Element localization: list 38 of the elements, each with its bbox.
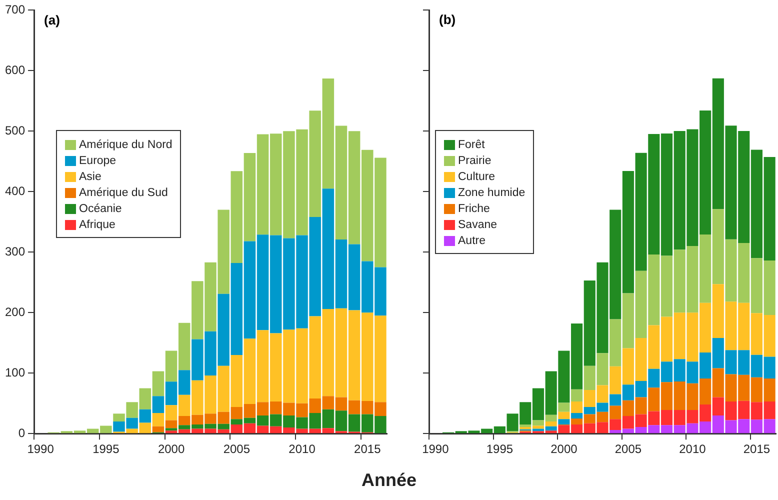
bar xyxy=(558,402,570,412)
x-tick-label: 2000 xyxy=(158,442,185,456)
y-tick-label: 700 xyxy=(4,2,26,17)
x-tick-label: 2010 xyxy=(288,442,316,456)
x-tick-label: 1995 xyxy=(486,442,514,456)
y-tick-label: 300 xyxy=(4,244,26,258)
legend-label: Océanie xyxy=(79,203,122,215)
legend-label: Friche xyxy=(458,203,490,215)
x-tick-label: 2015 xyxy=(743,442,770,456)
x-tick-label: 1990 xyxy=(422,442,450,456)
chart-title: (a) xyxy=(44,12,60,28)
y-tick-label: 400 xyxy=(4,184,26,198)
legend-label: Savane xyxy=(458,219,498,231)
x-tick-label: 2015 xyxy=(354,442,382,456)
x-tick-label: 2005 xyxy=(614,442,642,456)
x-axis-title: Année xyxy=(360,470,418,491)
legend-label: Autre xyxy=(458,235,486,247)
x-tick-label: 1995 xyxy=(92,442,120,456)
bar xyxy=(558,419,570,425)
legend-label: Amérique du Sud xyxy=(79,187,168,199)
chart-title: (b) xyxy=(439,12,456,28)
y-tick-label: 0 xyxy=(18,426,26,440)
legend-label: Afrique xyxy=(79,219,116,231)
legend-label: Prairie xyxy=(458,155,492,167)
legend-label: Asie xyxy=(79,171,102,183)
x-tick-label: 2005 xyxy=(223,442,250,456)
legend-label: Europe xyxy=(79,155,116,167)
x-tick-label: 1990 xyxy=(27,442,54,456)
legend-label: Zone humide xyxy=(458,187,526,199)
x-tick-label: 2000 xyxy=(550,442,578,456)
y-tick-label: 100 xyxy=(4,365,26,380)
x-tick-label: 2010 xyxy=(679,442,706,456)
legend-label: Amérique du Nord xyxy=(79,139,172,151)
legend-label: Culture xyxy=(458,171,496,183)
y-tick-label: 600 xyxy=(4,63,26,77)
legend-label: Forêt xyxy=(458,139,485,151)
y-tick-label: 500 xyxy=(4,123,26,138)
y-tick-label: 200 xyxy=(4,304,26,319)
